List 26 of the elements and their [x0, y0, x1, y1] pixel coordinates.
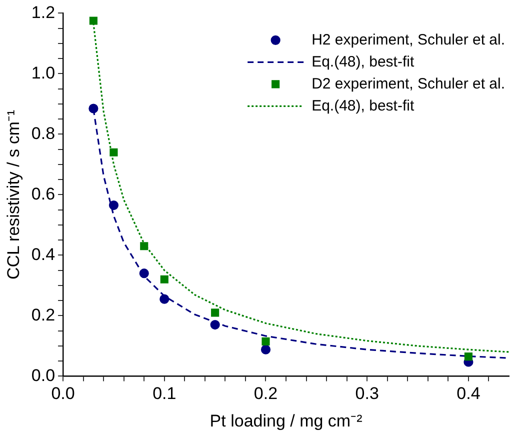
point — [160, 275, 168, 284]
y-tick-label: 0.8 — [31, 124, 56, 143]
y-tick-label: 0.6 — [31, 184, 56, 204]
legend-label: Eq.(48), best-fit — [312, 97, 415, 114]
point — [260, 344, 271, 354]
point — [262, 337, 270, 346]
y-tick-label: 0.2 — [31, 305, 56, 324]
x-tick-label: 0.2 — [254, 384, 278, 404]
y-tick-label: 0.0 — [31, 366, 56, 385]
x-tick-label: 0.0 — [51, 384, 75, 404]
y-tick-label: 1.0 — [31, 63, 56, 82]
y-tick-label: 0.4 — [31, 244, 56, 264]
y-axis-title: CCL resistivity / s cm⁻¹ — [4, 110, 23, 280]
point — [211, 308, 220, 317]
x-tick-label: 0.1 — [152, 384, 176, 404]
point — [160, 294, 170, 304]
point — [89, 16, 98, 25]
x-tick-label: 0.3 — [355, 384, 379, 404]
x-axis-title: Pt loading / mg cm⁻² — [210, 411, 363, 430]
point — [464, 352, 472, 361]
point — [108, 200, 119, 210]
legend-label: Eq.(48), best-fit — [312, 53, 415, 70]
legend-label: D2 experiment, Schuler et al. — [312, 75, 506, 92]
x-tick-label: 0.4 — [456, 384, 480, 404]
legend-label: H2 experiment, Schuler et al. — [312, 31, 506, 48]
y-tick-label: 1.2 — [31, 2, 56, 22]
